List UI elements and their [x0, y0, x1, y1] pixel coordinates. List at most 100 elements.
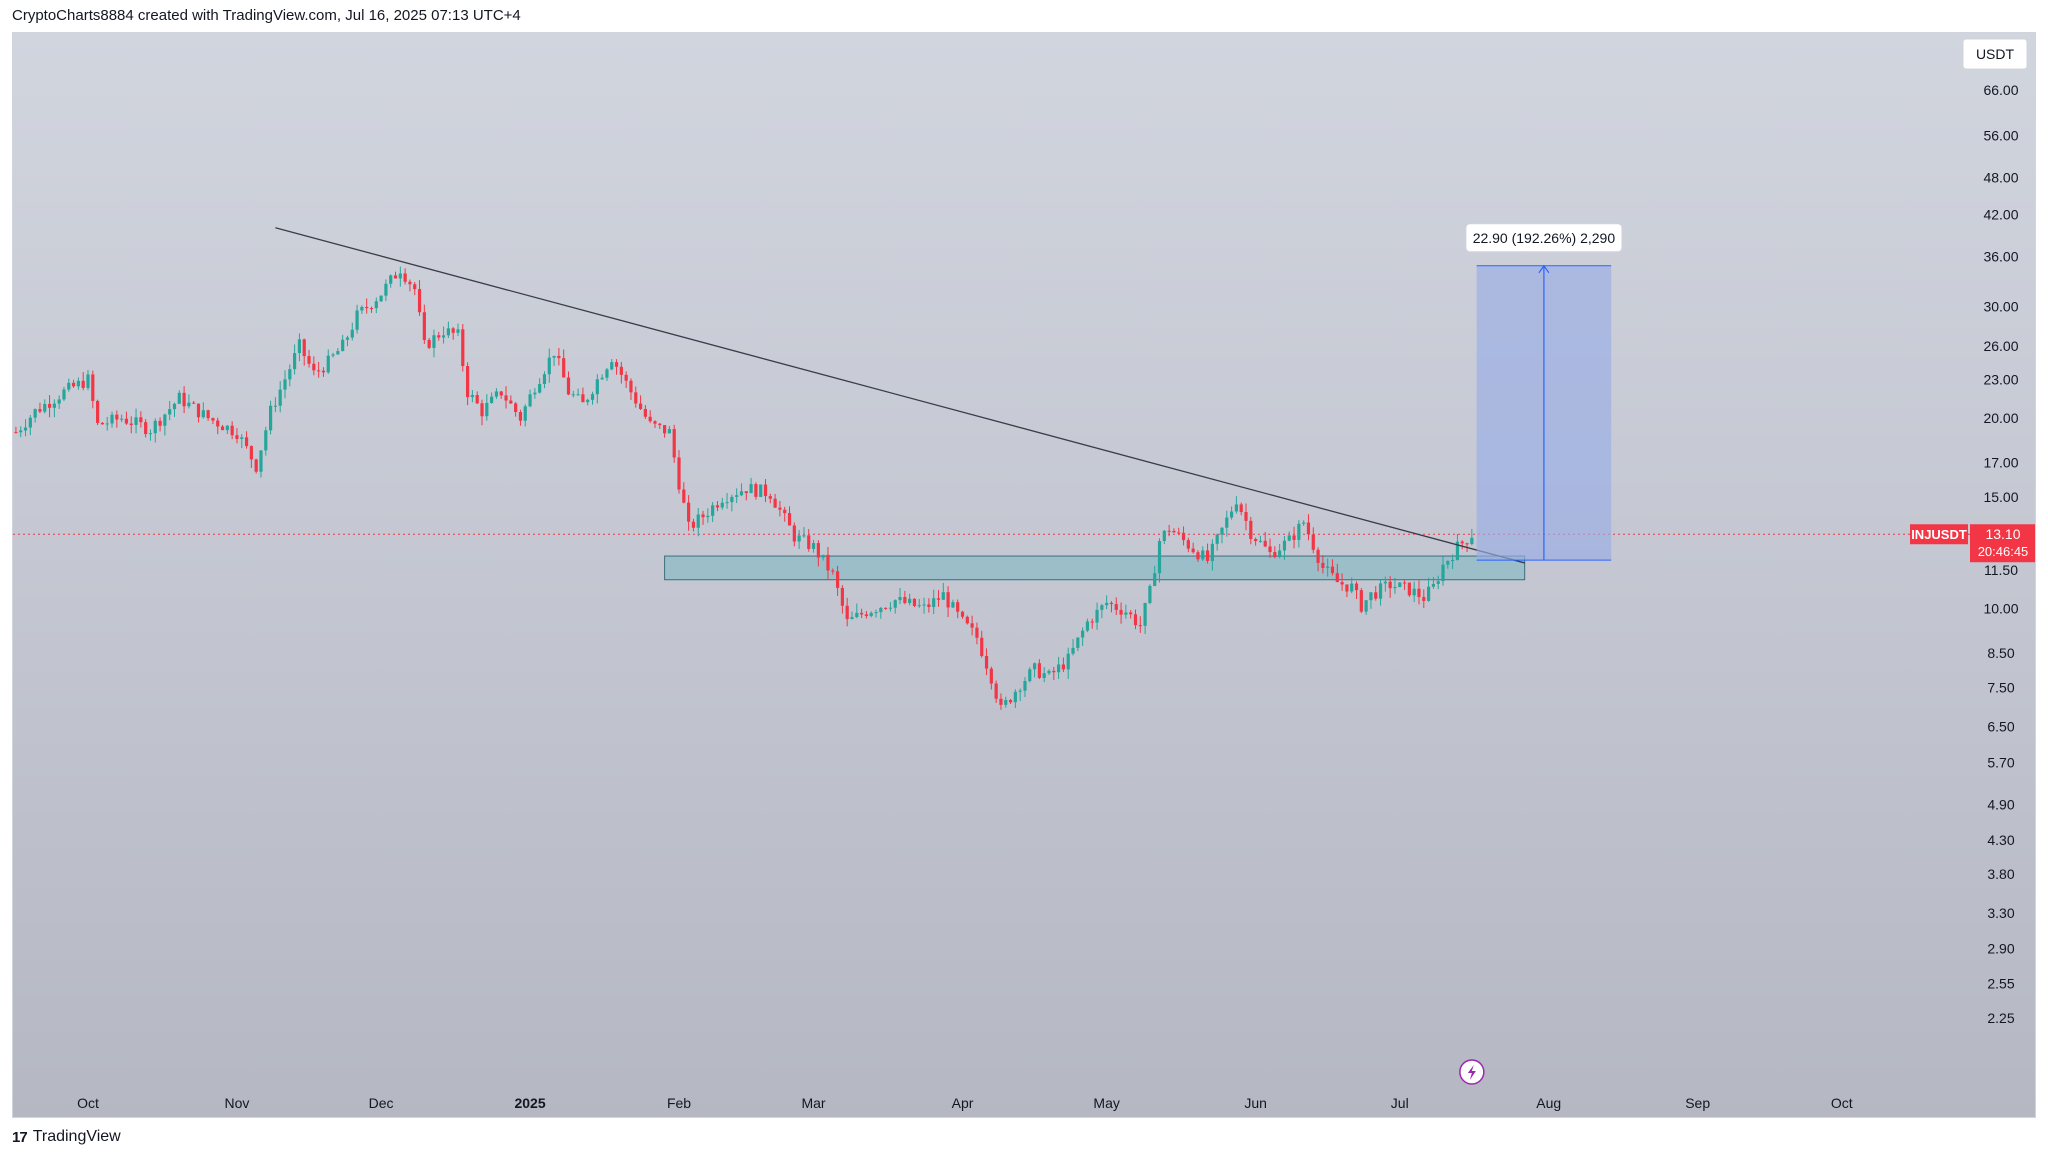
candle-body [1441, 564, 1445, 582]
candle-body [33, 409, 37, 418]
candle-body [845, 605, 849, 620]
candle-body [696, 514, 700, 528]
x-tick-label: Feb [667, 1095, 691, 1111]
x-tick-label: Apr [952, 1095, 974, 1111]
candle-body [441, 335, 446, 338]
candle-body [595, 379, 599, 395]
candle-body [614, 362, 619, 367]
x-tick-label: May [1093, 1095, 1119, 1111]
candle-body [1244, 512, 1248, 521]
candle-body [1177, 532, 1181, 534]
candle-body [331, 354, 335, 356]
candle-body [1162, 530, 1166, 542]
candle-body [379, 295, 383, 302]
symbol-tag [1910, 524, 1968, 545]
candle-body [576, 394, 580, 396]
y-tick-label: 23.00 [1983, 372, 2018, 388]
candle-body [187, 402, 191, 407]
candle-body [874, 612, 878, 614]
candle-body [970, 623, 974, 628]
y-tick-label: 42.00 [1983, 206, 2018, 222]
measure-label-box [1465, 223, 1623, 253]
chart-panel[interactable]: 22.90 (192.26%) 2,290 66.00 56.00 48.00 42.0… [12, 32, 2036, 1118]
candle-body [946, 592, 950, 608]
candle-body [1225, 517, 1229, 528]
candle-body [1066, 653, 1070, 670]
candle-body [1402, 582, 1407, 584]
candle-body [1129, 612, 1133, 615]
candle-body [1465, 543, 1469, 545]
x-tick-label: Oct [77, 1095, 99, 1111]
y-tick-label: 10.00 [1983, 600, 2018, 616]
candle-body [264, 430, 268, 451]
candle-body [691, 521, 696, 528]
candle-body [1186, 540, 1190, 549]
candle-body [629, 380, 633, 393]
candle-body [254, 459, 258, 472]
candle-body [509, 400, 513, 404]
candle-body [417, 289, 422, 313]
candle-body [259, 450, 263, 472]
candle-body [1090, 621, 1094, 623]
y-tick-label: 3.80 [1987, 866, 2014, 882]
y-tick-label: 66.00 [1983, 82, 2018, 98]
support-zone [664, 555, 1526, 581]
candle-body [552, 355, 556, 358]
candle-body [273, 405, 277, 407]
y-tick-label: 2.25 [1987, 1010, 2014, 1026]
candle-body [956, 602, 960, 612]
candle-body [783, 509, 787, 514]
candle-body [1119, 609, 1123, 615]
candle-body [571, 394, 575, 396]
candle-body [898, 596, 902, 601]
candle-body [864, 614, 869, 617]
candle-body [1369, 592, 1373, 601]
candle-body [590, 394, 595, 400]
candle-body [177, 392, 181, 404]
candle-body [1032, 663, 1037, 670]
x-tick-label: Jul [1391, 1095, 1409, 1111]
x-tick-label: Oct [1831, 1095, 1853, 1111]
candle-body [1114, 604, 1118, 610]
candle-body [533, 392, 537, 395]
candle-body [816, 543, 820, 558]
candle-body [1109, 602, 1114, 605]
x-tick-label: Aug [1536, 1095, 1561, 1111]
candle-body [1359, 590, 1363, 612]
candle-body [1306, 522, 1311, 535]
candle-body [1278, 550, 1282, 558]
candlestick-chart[interactable]: 22.90 (192.26%) 2,290 66.00 56.00 48.00 42.0… [13, 33, 2035, 1117]
candle-body [52, 403, 56, 408]
candle-body [1076, 637, 1080, 648]
candle-body [1398, 582, 1402, 587]
candle-body [336, 351, 340, 355]
candle-body [1023, 681, 1027, 691]
candle-body [23, 427, 28, 431]
candle-body [456, 329, 460, 333]
measure-label: 22.90 (192.26%) 2,290 [1473, 230, 1616, 246]
candle-body [763, 484, 768, 497]
candle-body [538, 384, 542, 393]
candle-body [384, 283, 388, 296]
candle-body [1436, 581, 1440, 584]
candle-body [148, 433, 153, 435]
x-tick-label: 2025 [514, 1095, 545, 1111]
candle-body [446, 328, 450, 336]
candle-body [225, 425, 229, 431]
candle-body [1157, 541, 1162, 574]
x-tick-label: Mar [801, 1095, 825, 1111]
candle-body [129, 423, 133, 425]
candle-body [1205, 550, 1210, 561]
candle-body [951, 602, 955, 608]
candle-body [1004, 700, 1008, 705]
y-tick-label: 2.90 [1987, 940, 2014, 956]
candle-body [922, 604, 926, 606]
candle-body [480, 403, 484, 417]
candle-body [730, 496, 734, 503]
candle-body [715, 505, 720, 508]
candle-body [47, 403, 52, 408]
candle-body [369, 308, 374, 310]
y-tick-label: 4.30 [1987, 832, 2014, 848]
candle-body [706, 515, 710, 518]
candle-body [658, 423, 662, 426]
